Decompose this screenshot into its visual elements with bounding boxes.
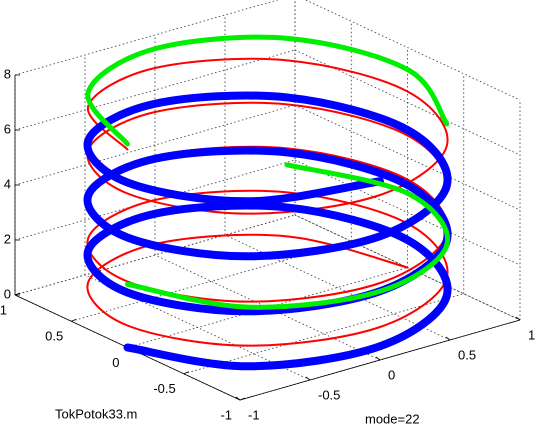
grid-line	[71, 240, 352, 322]
grid-line	[304, 0, 521, 101]
tick-mark	[183, 371, 189, 375]
grid-line	[127, 267, 408, 348]
grid-line	[294, 159, 521, 266]
z-tick-label: 6	[4, 121, 11, 136]
y-tick-label: -1	[220, 407, 232, 422]
grid-line	[224, 234, 451, 341]
tick-mark	[375, 356, 381, 361]
x-tick-label: 1	[528, 327, 535, 342]
grid-line	[294, 104, 521, 211]
helix-line	[85, 34, 450, 310]
y-tick-label: 0	[112, 355, 119, 370]
x-tick-label: -1	[248, 407, 260, 422]
grid-line	[183, 293, 464, 375]
helix-line	[83, 91, 452, 371]
y-tick-label: 0.5	[45, 329, 63, 344]
x-tick-label: -0.5	[318, 387, 340, 402]
tick-mark	[235, 396, 241, 401]
grid-line	[14, 104, 296, 186]
x-tick-label: 0	[388, 367, 395, 382]
tick-mark	[305, 376, 311, 381]
tick-mark	[515, 316, 521, 321]
tick-mark	[14, 292, 21, 296]
annotation: TokPotok33.m	[55, 406, 137, 421]
z-tick-label: 2	[4, 231, 11, 246]
grid-line	[14, 214, 296, 296]
x-tick-label: 0.5	[458, 347, 476, 362]
tick-mark	[239, 397, 246, 401]
tick-mark	[71, 318, 77, 322]
tick-mark	[445, 336, 451, 341]
z-tick-label: 0	[4, 286, 11, 301]
annotation: mode=22	[365, 411, 420, 426]
z-tick-label: 8	[4, 66, 11, 81]
grid-line	[14, 49, 296, 131]
y-tick-label: -0.5	[153, 381, 175, 396]
grid-line	[14, 0, 279, 76]
grid-line	[14, 159, 296, 241]
y-tick-label: 1	[0, 302, 7, 317]
z-tick-label: 4	[4, 176, 11, 191]
